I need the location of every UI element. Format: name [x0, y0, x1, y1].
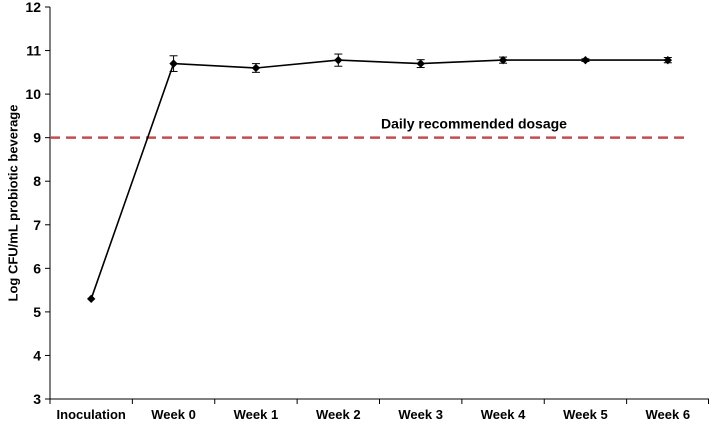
x-tick-label: Week 0: [151, 407, 196, 422]
y-tick-label: 6: [33, 260, 41, 276]
data-point: [251, 63, 261, 73]
y-tick-label: 3: [33, 391, 41, 407]
reference-line-label: Daily recommended dosage: [381, 116, 567, 132]
data-point: [416, 59, 425, 68]
data-point: [581, 55, 590, 65]
data-point: [663, 55, 673, 65]
x-tick-label: Week 3: [398, 407, 443, 422]
series-line: [90, 59, 668, 300]
data-point: [86, 294, 96, 304]
y-tick-label: 11: [26, 43, 41, 59]
data-points: [86, 55, 673, 304]
x-tick-label: Week 6: [646, 407, 691, 422]
y-tick-label: 12: [25, 0, 41, 15]
y-tick-label: 4: [33, 347, 41, 363]
y-axis-title: Log CFU/mL probiotic beverage: [5, 105, 20, 302]
y-tick-label: 5: [33, 304, 41, 320]
x-tick-label: Inoculation: [57, 407, 126, 422]
x-tick-label: Week 4: [481, 407, 526, 422]
data-point: [169, 59, 178, 68]
y-tick-label: 8: [33, 173, 41, 189]
y-tick-label: 9: [33, 130, 41, 146]
x-tick-label: Week 2: [316, 407, 361, 422]
x-tick-label: Week 1: [234, 407, 279, 422]
y-tick-label: 10: [25, 86, 41, 102]
x-axis: Inoculation Week 0 Week 1 Week 2 Week 3 Week …: [49, 398, 709, 422]
y-tick-label: 7: [33, 217, 41, 233]
data-point: [334, 55, 343, 65]
x-tick-label: Week 5: [563, 407, 608, 422]
y-axis: 3 4 5 6 7 8 9 10 11 12: [25, 0, 51, 407]
data-point: [498, 55, 508, 65]
